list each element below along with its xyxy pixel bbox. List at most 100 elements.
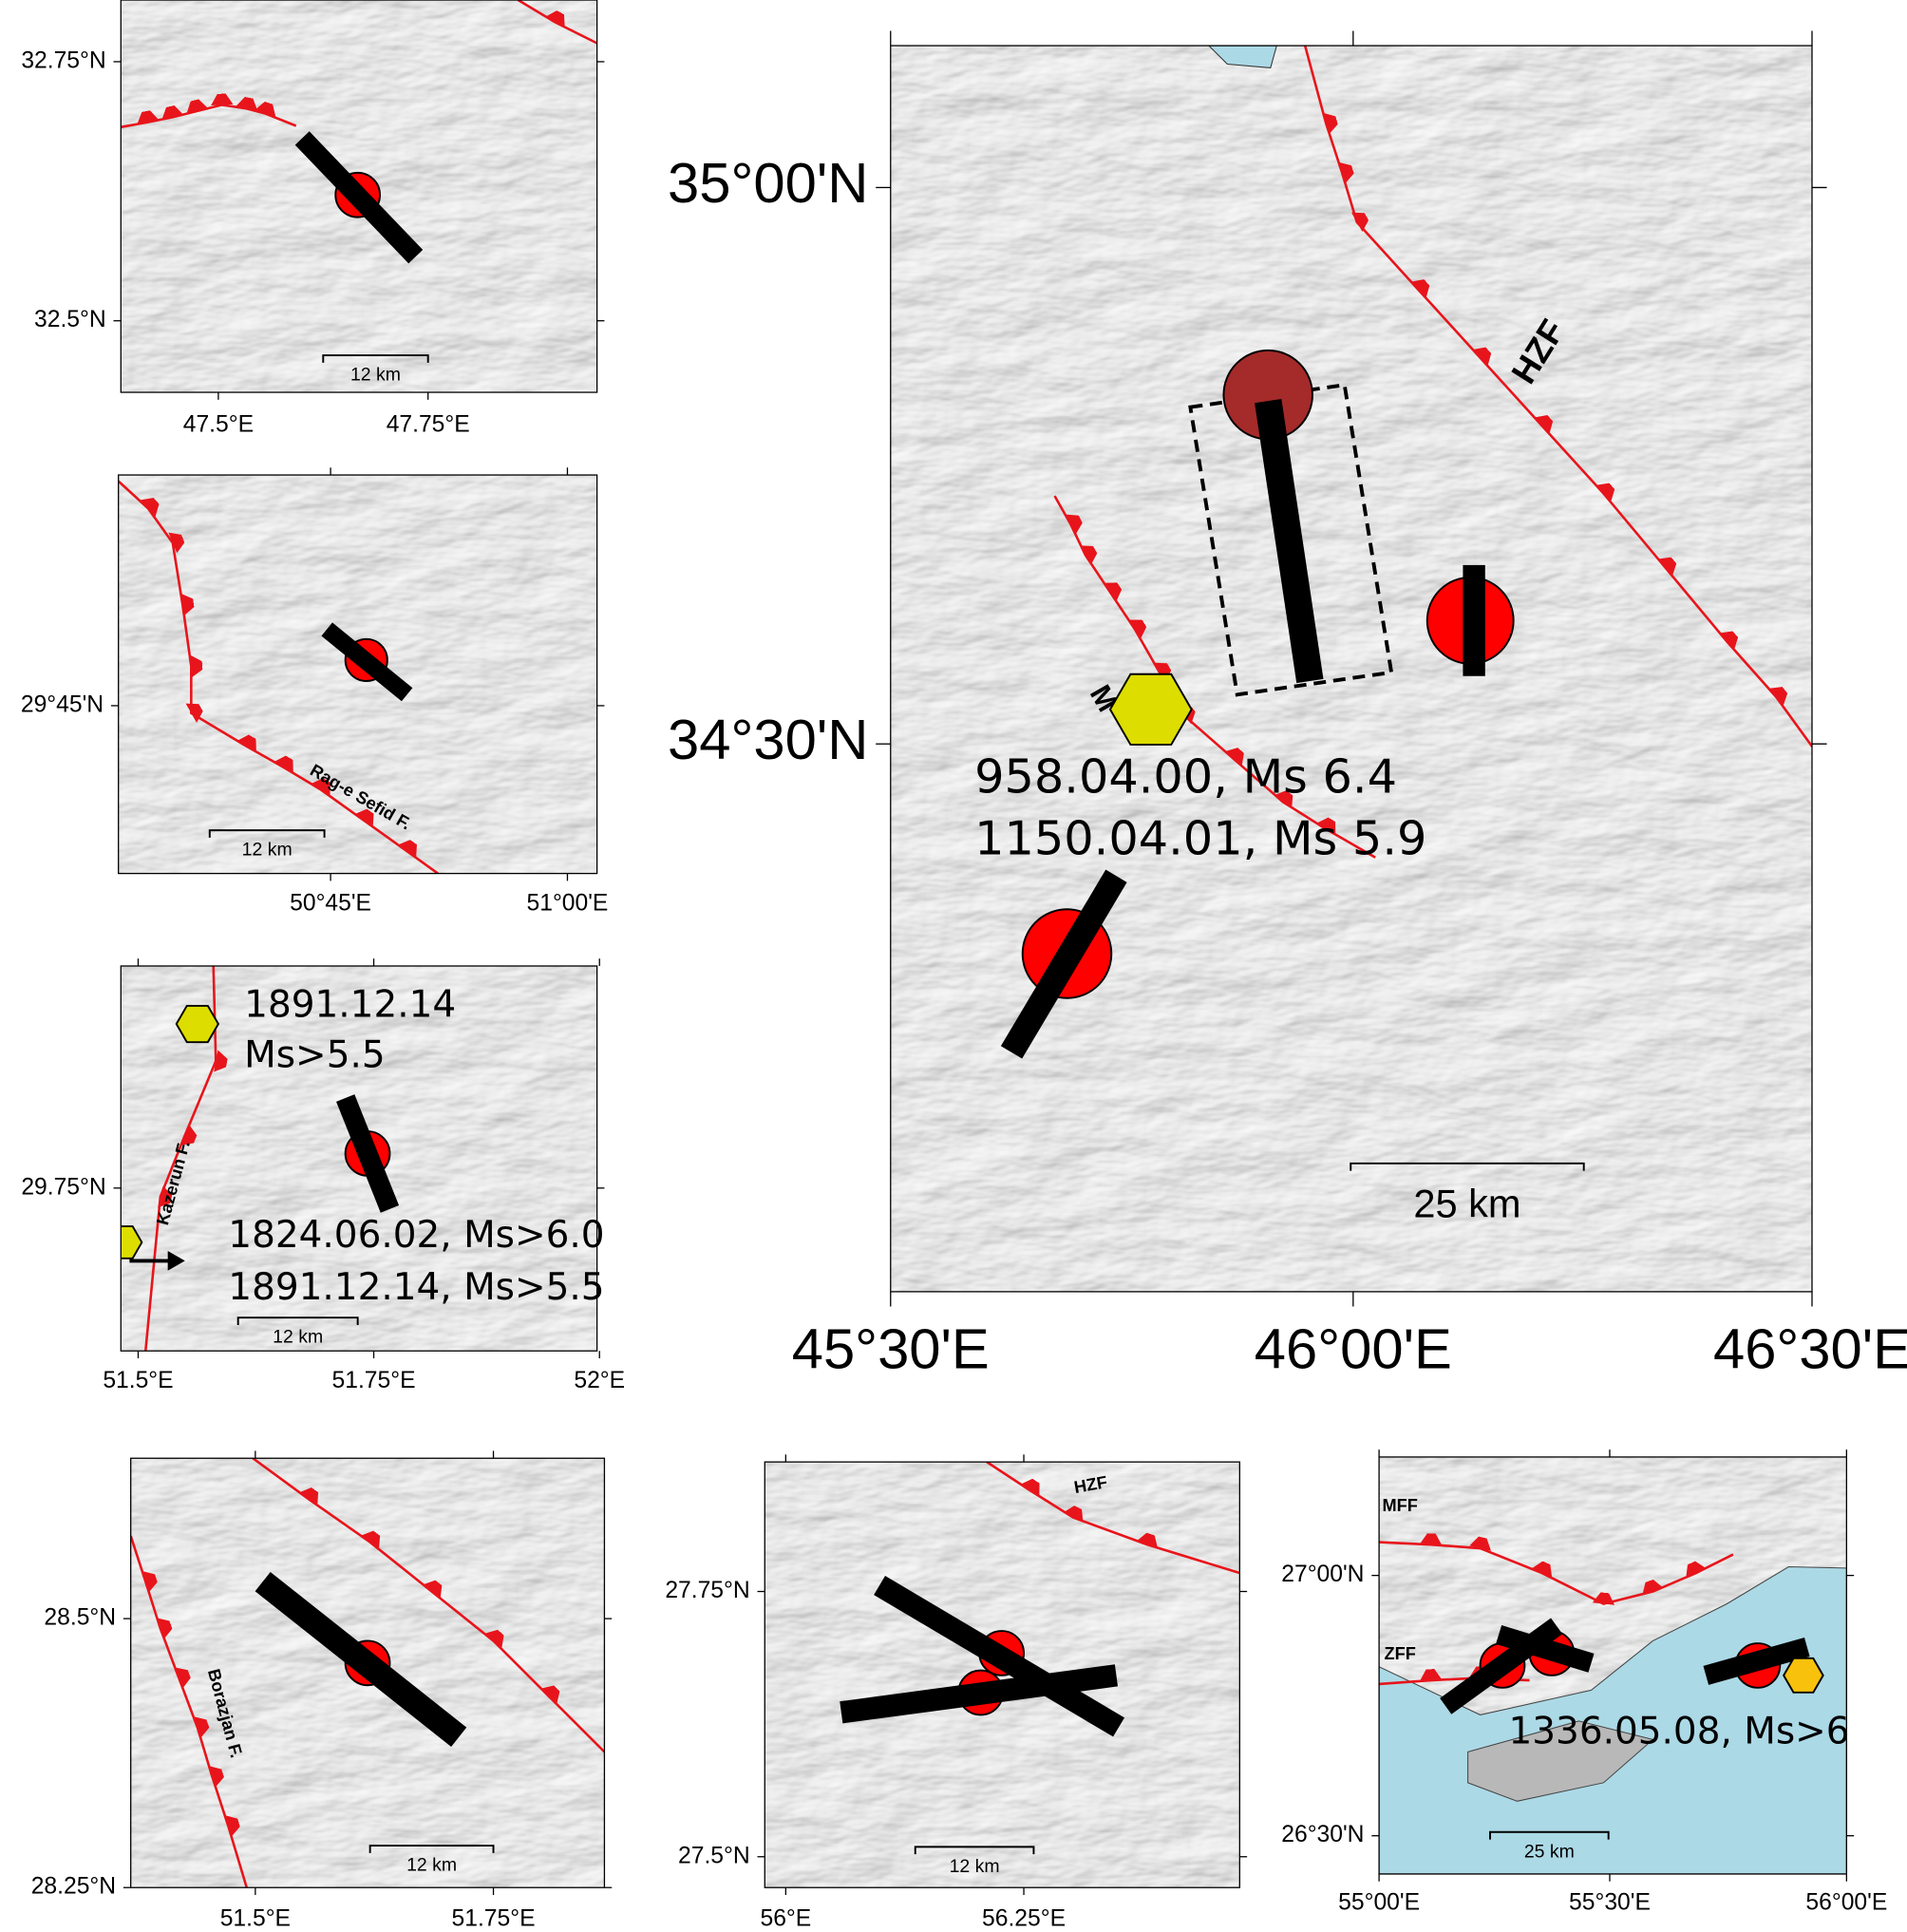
lon-label: 51°00'E [527,891,609,917]
scale-bar [368,1845,495,1853]
lon-label: 55°00'E [1338,1890,1420,1916]
lon-label: 56°00'E [1805,1890,1887,1916]
lat-label: 32.5°N [34,307,106,332]
historical-event [1782,1657,1824,1694]
map-area: MFF ZFF 25 km [1379,1456,1847,1874]
scale-bar [236,1316,359,1325]
rupture-bar [255,1571,467,1747]
lon-label: 52°E [574,1368,625,1393]
rupture-bar [1496,1625,1595,1673]
lat-label: 26°30'N [1281,1822,1364,1847]
fault-line [130,1535,249,1888]
fault-line [118,480,439,874]
rupture-bar [336,1094,400,1213]
scale-label: 25 km [1524,1841,1575,1862]
lon-label: 55°30'E [1569,1890,1651,1916]
lat-label: 27.5°N [678,1843,750,1868]
hillshade [890,46,1812,1292]
map-area: Kazerun F.12 km [121,966,597,1352]
lat-label: 35°00'N [668,151,868,215]
map-panel: 12 km 32.75°N 32.5°N 47.5°E 47.75°E [21,0,605,438]
fault-label: ZFF [1385,1644,1416,1663]
lat-label: 27.75°N [665,1578,749,1603]
rupture-bar [1703,1637,1810,1685]
fault-line [1303,46,1812,748]
lon-label: 45°30'E [792,1317,990,1381]
map-area: Borazjan F.12 km [130,1458,605,1888]
lon-label: 51.75°E [332,1368,416,1393]
island [1467,1720,1654,1802]
fault-label: MFF [1383,1496,1418,1515]
arrow-head [167,1251,185,1271]
rupture-bar [1255,399,1324,684]
lat-label: 28.5°N [44,1605,116,1631]
lon-label: 51.5°E [103,1368,173,1393]
lon-label: 50°45'E [290,891,371,917]
lon-label: 47.5°E [183,412,254,438]
fault-line [986,1462,1240,1575]
lon-label: 56.25°E [982,1906,1066,1932]
lat-label: 32.75°N [21,47,105,73]
fault-line [121,104,297,129]
lat-label: 28.25°N [31,1874,116,1900]
map-frame [130,1457,606,1888]
map-panel: Borazjan F.12 km 28.5°N 28.25°N 51.5°E 51.75… [31,1450,613,1932]
rupture-bar [874,1575,1125,1737]
historical-event [175,1004,220,1044]
lon-label: 46°30'E [1713,1317,1907,1381]
rupture-bar [321,622,413,702]
scale-label: 12 km [350,365,401,386]
sea [1379,1566,1847,1874]
map-frame [1378,1456,1848,1875]
scale-bar [1350,1162,1585,1171]
lon-label: 56°E [760,1906,811,1932]
annotation: 1891.12.14, Ms>5.5 [228,1266,604,1309]
historical-event [1108,672,1193,746]
fault-line [517,0,597,45]
lat-label: 29°45'N [21,691,104,717]
lon-label: 51.75°E [452,1906,536,1932]
lake [1208,46,1277,69]
lat-label: 34°30'N [668,708,868,771]
scale-label: 25 km [1413,1182,1520,1226]
scale-label: 12 km [950,1856,1000,1877]
scale-bar [208,829,326,838]
fault-line [252,1458,605,1753]
scale-bar [322,354,429,363]
lat-label: 29.75°N [21,1174,105,1200]
rupture-bar [294,131,424,264]
lon-label: 47.75°E [387,412,470,438]
annotation: 958.04.00, Ms 6.4 [974,748,1397,804]
historical-event [121,1225,143,1260]
fault-line [1379,1543,1734,1605]
annotation: 1891.12.14 [244,983,456,1026]
annotation: Ms>5.5 [244,1034,386,1077]
rupture-bar [840,1664,1119,1724]
fault-line [1053,495,1376,859]
scale-label: 12 km [406,1855,457,1876]
scale-bar [914,1846,1035,1855]
map-frame [890,45,1813,1293]
map-frame [120,965,598,1352]
map-frame [120,0,598,393]
map-area: 12 km [121,0,597,393]
lat-label: 27°00'N [1281,1562,1364,1587]
scale-bar [1489,1830,1610,1840]
map-panel: MFF ZFF 25 km 1336.05.08, Ms>6 27°00'N 26°30'… [1281,1449,1887,1916]
map-frame [118,474,598,875]
map-area: Rag-e Sefid F.12 km [118,475,597,874]
lon-label: 46°00'E [1255,1317,1452,1381]
scale-label: 12 km [273,1327,323,1348]
map-frame [764,1461,1240,1888]
annotation: 1824.06.02, Ms>6.0 [228,1214,604,1257]
map-panel: Rag-e Sefid F.12 km 29°45'N 50°45'E 51°00'E [21,467,609,917]
rupture-bar [1000,869,1127,1059]
scale-label: 12 km [242,840,293,861]
annotation: 1150.04.01, Ms 5.9 [974,810,1426,865]
